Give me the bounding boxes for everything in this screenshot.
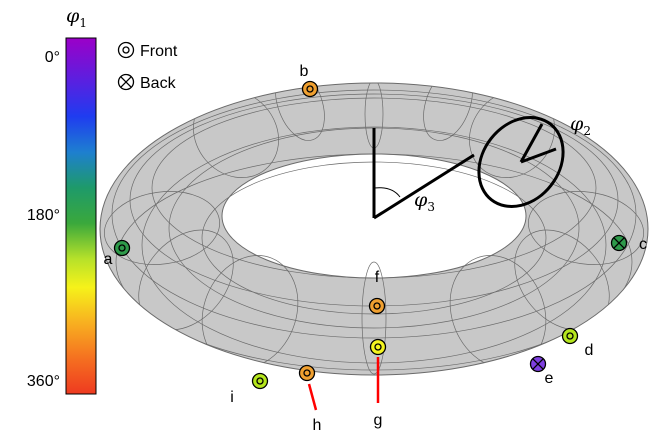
legend-back-label: Back [140, 75, 177, 92]
point-label-e: e [545, 370, 554, 387]
points-layer [113, 80, 628, 390]
colorbar-tick-360: 360° [27, 373, 60, 390]
colorbar-subscript: 1 [79, 16, 87, 30]
point-marker-g [369, 338, 387, 356]
phi2-subscript: 2 [583, 124, 591, 138]
legend: Front Back [117, 41, 178, 92]
point-label-f: f [375, 269, 380, 286]
torus-surface [100, 83, 648, 375]
point-marker-h [298, 364, 316, 382]
point-label-i: i [230, 389, 234, 406]
phi3-symbol: φ [414, 189, 428, 211]
front-symbol-icon [117, 41, 135, 59]
phi3-angle: φ3 [372, 128, 475, 220]
point-label-b: b [300, 63, 309, 80]
point-label-g: g [374, 412, 383, 429]
point-label-h: h [313, 417, 322, 434]
point-labels: a b c d e f g h i [104, 63, 647, 434]
point-marker-d [561, 327, 579, 345]
colorbar-title: φ1 [66, 5, 87, 30]
colorbar-tick-180: 180° [27, 207, 60, 224]
point-marker-f [368, 297, 386, 315]
point-marker-e [529, 355, 547, 373]
phi2-label: φ2 [570, 113, 591, 138]
pointer-line-h [307, 383, 318, 411]
point-label-a: a [104, 251, 113, 268]
point-marker-i [251, 372, 269, 390]
torus-hole-outline [221, 153, 527, 279]
colorbar-tick-0: 0° [45, 49, 60, 66]
point-label-c: c [639, 236, 647, 253]
phi3-label: φ3 [414, 189, 435, 214]
torus-outline [99, 82, 649, 376]
point-marker-c [610, 234, 628, 252]
point-label-d: d [585, 342, 594, 359]
point-marker-b [301, 80, 319, 98]
back-symbol-icon [117, 73, 135, 91]
point-marker-a [113, 239, 131, 257]
colorbar-gradient [65, 37, 97, 395]
phi2-symbol: φ [570, 113, 584, 135]
phi2-angle: φ2 [477, 113, 591, 208]
phi3-subscript: 3 [427, 200, 435, 214]
colorbar: φ1 0° 180° 360° [27, 5, 97, 395]
legend-front-label: Front [140, 43, 178, 60]
colorbar-symbol: φ [66, 5, 80, 27]
